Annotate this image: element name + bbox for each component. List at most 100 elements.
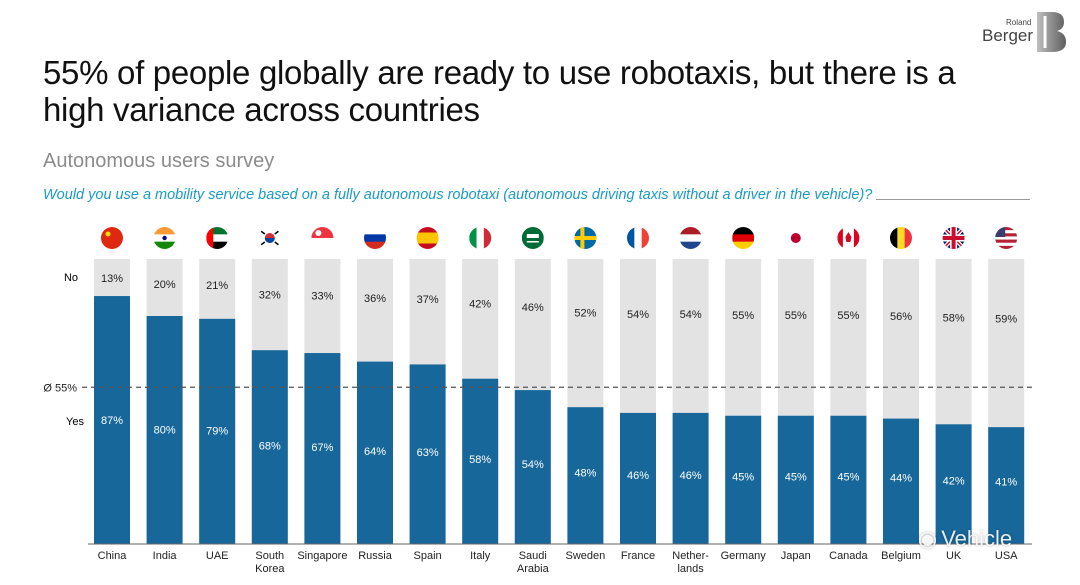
data-label-no-singapore: 33% <box>311 291 333 303</box>
tick-label-belgium: Belgium <box>881 550 921 562</box>
watermark-text: Vehicle <box>941 526 1013 551</box>
bar-yes-canada <box>830 415 867 544</box>
axis-label-no: No <box>64 272 78 284</box>
data-label-yes-usa: 41% <box>995 477 1017 489</box>
usa-flag-icon <box>995 227 1018 249</box>
question-divider <box>876 199 1030 200</box>
data-label-no-usa: 59% <box>995 313 1017 325</box>
data-label-no-south-korea: 32% <box>259 290 281 302</box>
italy-flag-icon <box>469 227 492 249</box>
tick-label-italy: Italy <box>470 550 491 562</box>
germany-flag-icon <box>732 227 755 249</box>
data-label-no-spain: 37% <box>417 294 439 306</box>
bar-yes-russia <box>357 361 393 544</box>
sweden-flag-icon <box>574 227 597 249</box>
chart-subtitle: Autonomous users survey <box>43 150 275 172</box>
page-title: 55% of people globally are ready to use … <box>43 54 956 128</box>
bar-yes-usa <box>988 427 1025 544</box>
spain-flag-icon <box>416 227 439 249</box>
data-label-yes-france: 46% <box>627 470 649 482</box>
netherlands-flag-icon <box>679 227 702 249</box>
data-label-yes-singapore: 67% <box>311 442 333 454</box>
data-label-yes-japan: 45% <box>785 471 807 483</box>
belgium-flag-icon <box>890 227 912 249</box>
saudi-arabia-flag-icon <box>521 227 544 249</box>
tick-label-netherlands: Nether- <box>672 550 709 562</box>
data-label-no-saudi-arabia: 46% <box>522 302 544 314</box>
russia-flag-icon <box>364 227 386 249</box>
tick-label-canada: Canada <box>829 550 868 562</box>
data-label-no-netherlands: 54% <box>680 309 702 321</box>
logo-text-big: Berger <box>982 26 1034 45</box>
data-label-yes-india: 80% <box>154 424 176 436</box>
data-label-yes-uae: 79% <box>206 426 228 438</box>
roland-berger-logo: Roland Berger <box>978 10 1070 56</box>
bar-yes-sweden <box>567 407 604 544</box>
data-label-yes-germany: 45% <box>732 471 754 483</box>
tick-label-usa: USA <box>995 550 1018 562</box>
bar-yes-netherlands <box>672 412 709 544</box>
bar-yes-saudi-arabia <box>514 390 551 544</box>
tick-label-germany: Germany <box>721 550 767 562</box>
data-label-yes-spain: 63% <box>417 447 439 459</box>
data-label-yes-sweden: 48% <box>574 467 596 479</box>
data-label-no-canada: 55% <box>837 310 859 322</box>
canada-flag-icon <box>837 227 860 249</box>
bar-yes-uk <box>935 424 972 544</box>
bar-yes-italy <box>462 378 499 544</box>
bar-yes-spain <box>409 364 446 544</box>
uk-flag-icon <box>942 227 965 249</box>
bar-yes-south-korea <box>251 350 288 544</box>
tick-label-uk: UK <box>946 550 962 562</box>
data-label-yes-belgium: 44% <box>890 473 912 485</box>
watermark: ◉ Vehicle <box>918 526 1012 552</box>
logo-text-small: Roland <box>1006 18 1032 27</box>
data-label-no-india: 20% <box>154 279 176 291</box>
data-label-yes-china: 87% <box>101 415 123 427</box>
bar-yes-france <box>620 412 656 544</box>
tick-label-spain: Spain <box>414 550 442 562</box>
singapore-flag-icon <box>311 227 334 249</box>
data-label-no-russia: 36% <box>364 293 386 305</box>
data-label-yes-south-korea: 68% <box>259 440 281 452</box>
tick-label-netherlands-2: lands <box>677 563 704 575</box>
tick-label-china: China <box>98 550 128 562</box>
tick-label-saudi-arabia-2: Arabia <box>517 563 550 575</box>
average-label: Ø 55% <box>43 382 77 394</box>
tick-label-singapore: Singapore <box>297 550 347 562</box>
data-label-no-sweden: 52% <box>574 307 596 319</box>
bar-yes-india <box>146 316 183 544</box>
uae-flag-icon <box>206 227 229 249</box>
data-label-no-uae: 21% <box>206 280 228 292</box>
data-label-yes-saudi-arabia: 54% <box>522 459 544 471</box>
tick-label-france: France <box>621 550 655 562</box>
japan-flag-icon <box>784 227 807 249</box>
axis-label-yes: Yes <box>66 416 84 428</box>
bar-yes-china <box>94 296 130 544</box>
survey-question: Would you use a mobility service based o… <box>43 187 873 203</box>
data-label-no-germany: 55% <box>732 310 754 322</box>
bar-yes-singapore <box>304 353 341 544</box>
bar-yes-uae <box>199 318 236 544</box>
tick-label-south-korea: South <box>255 550 284 562</box>
china-flag-icon <box>101 227 123 249</box>
data-label-yes-russia: 64% <box>364 446 386 458</box>
data-label-no-belgium: 56% <box>890 311 912 323</box>
tick-label-south-korea-2: Korea <box>255 563 285 575</box>
data-label-yes-italy: 58% <box>469 454 491 466</box>
bar-yes-belgium <box>883 418 919 544</box>
tick-label-india: India <box>153 550 178 562</box>
tick-label-russia: Russia <box>358 550 393 562</box>
logo-b-mark <box>1037 12 1066 52</box>
tick-label-japan: Japan <box>781 550 811 562</box>
data-label-yes-uk: 42% <box>943 475 965 487</box>
tick-label-saudi-arabia: Saudi <box>519 550 547 562</box>
data-label-yes-netherlands: 46% <box>680 470 702 482</box>
data-label-no-uk: 58% <box>943 313 965 325</box>
data-label-no-france: 54% <box>627 309 649 321</box>
tick-label-sweden: Sweden <box>566 550 606 562</box>
south-korea-flag-icon <box>258 227 281 249</box>
bar-yes-germany <box>725 415 762 544</box>
watermark-chat-icon: ◉ <box>918 526 938 551</box>
